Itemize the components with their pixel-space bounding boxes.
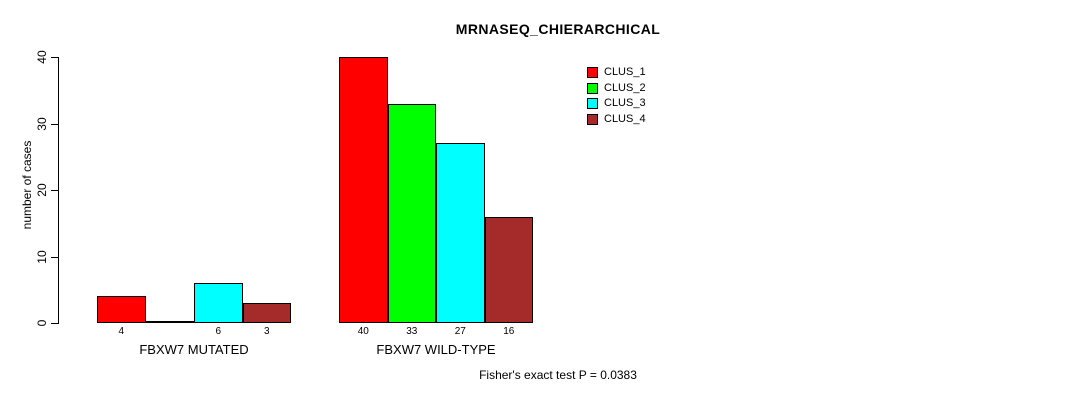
bar-value-label: 4 xyxy=(118,326,125,337)
y-tick-label: 10 xyxy=(35,250,49,264)
y-axis-tick xyxy=(51,57,58,58)
bar-clus_4-group1 xyxy=(242,303,291,323)
bar-clus_2-group2 xyxy=(387,104,436,323)
footnote: Fisher's exact test P = 0.0383 xyxy=(479,368,637,382)
bar-clus_3-group2 xyxy=(436,143,485,323)
bar-clus_4-group2 xyxy=(484,217,533,323)
legend-label: CLUS_4 xyxy=(604,112,646,125)
legend-label: CLUS_1 xyxy=(604,66,646,78)
legend-swatch-clus_4 xyxy=(587,113,598,125)
y-axis-tick xyxy=(51,124,58,125)
y-tick-label: 20 xyxy=(35,183,49,197)
legend-item-clus_4: CLUS_4 xyxy=(587,113,646,126)
legend-item-clus_1: CLUS_1 xyxy=(587,66,646,79)
legend-swatch-clus_2 xyxy=(587,82,598,94)
x-category-label: FBXW7 MUTATED xyxy=(139,342,249,357)
legend-item-clus_2: CLUS_2 xyxy=(587,82,646,95)
bar-value-label: 3 xyxy=(263,326,270,337)
bar-value-label: 33 xyxy=(406,326,418,337)
legend-swatch-clus_3 xyxy=(587,98,598,109)
legend-swatch-clus_1 xyxy=(587,67,598,78)
y-axis-tick xyxy=(51,257,58,258)
bar-value-label: 40 xyxy=(357,326,369,337)
bar-clus_1-group1 xyxy=(97,296,146,323)
y-tick-label: 30 xyxy=(35,117,49,131)
x-category-label: FBXW7 WILD-TYPE xyxy=(376,342,496,357)
y-axis-tick xyxy=(51,190,58,191)
y-tick-label: 0 xyxy=(35,319,49,327)
bar-clus_1-group2 xyxy=(339,57,388,323)
bar-value-label: 6 xyxy=(215,326,222,337)
chart-title: MRNASEQ_CHIERARCHICAL xyxy=(455,21,661,37)
legend-label: CLUS_3 xyxy=(604,97,646,109)
legend-item-clus_3: CLUS_3 xyxy=(587,97,646,110)
y-axis-tick xyxy=(51,323,58,324)
bar-value-label: 16 xyxy=(503,326,515,337)
legend-label: CLUS_2 xyxy=(604,81,646,94)
bar-value-label: 27 xyxy=(454,326,466,337)
y-tick-label: 40 xyxy=(35,50,49,64)
bar-clus_2-group1 xyxy=(145,321,194,323)
legend: CLUS_1 CLUS_2 CLUS_3 CLUS_4 xyxy=(587,66,727,141)
bar-clus_3-group1 xyxy=(194,283,243,323)
y-axis-line xyxy=(58,57,59,324)
